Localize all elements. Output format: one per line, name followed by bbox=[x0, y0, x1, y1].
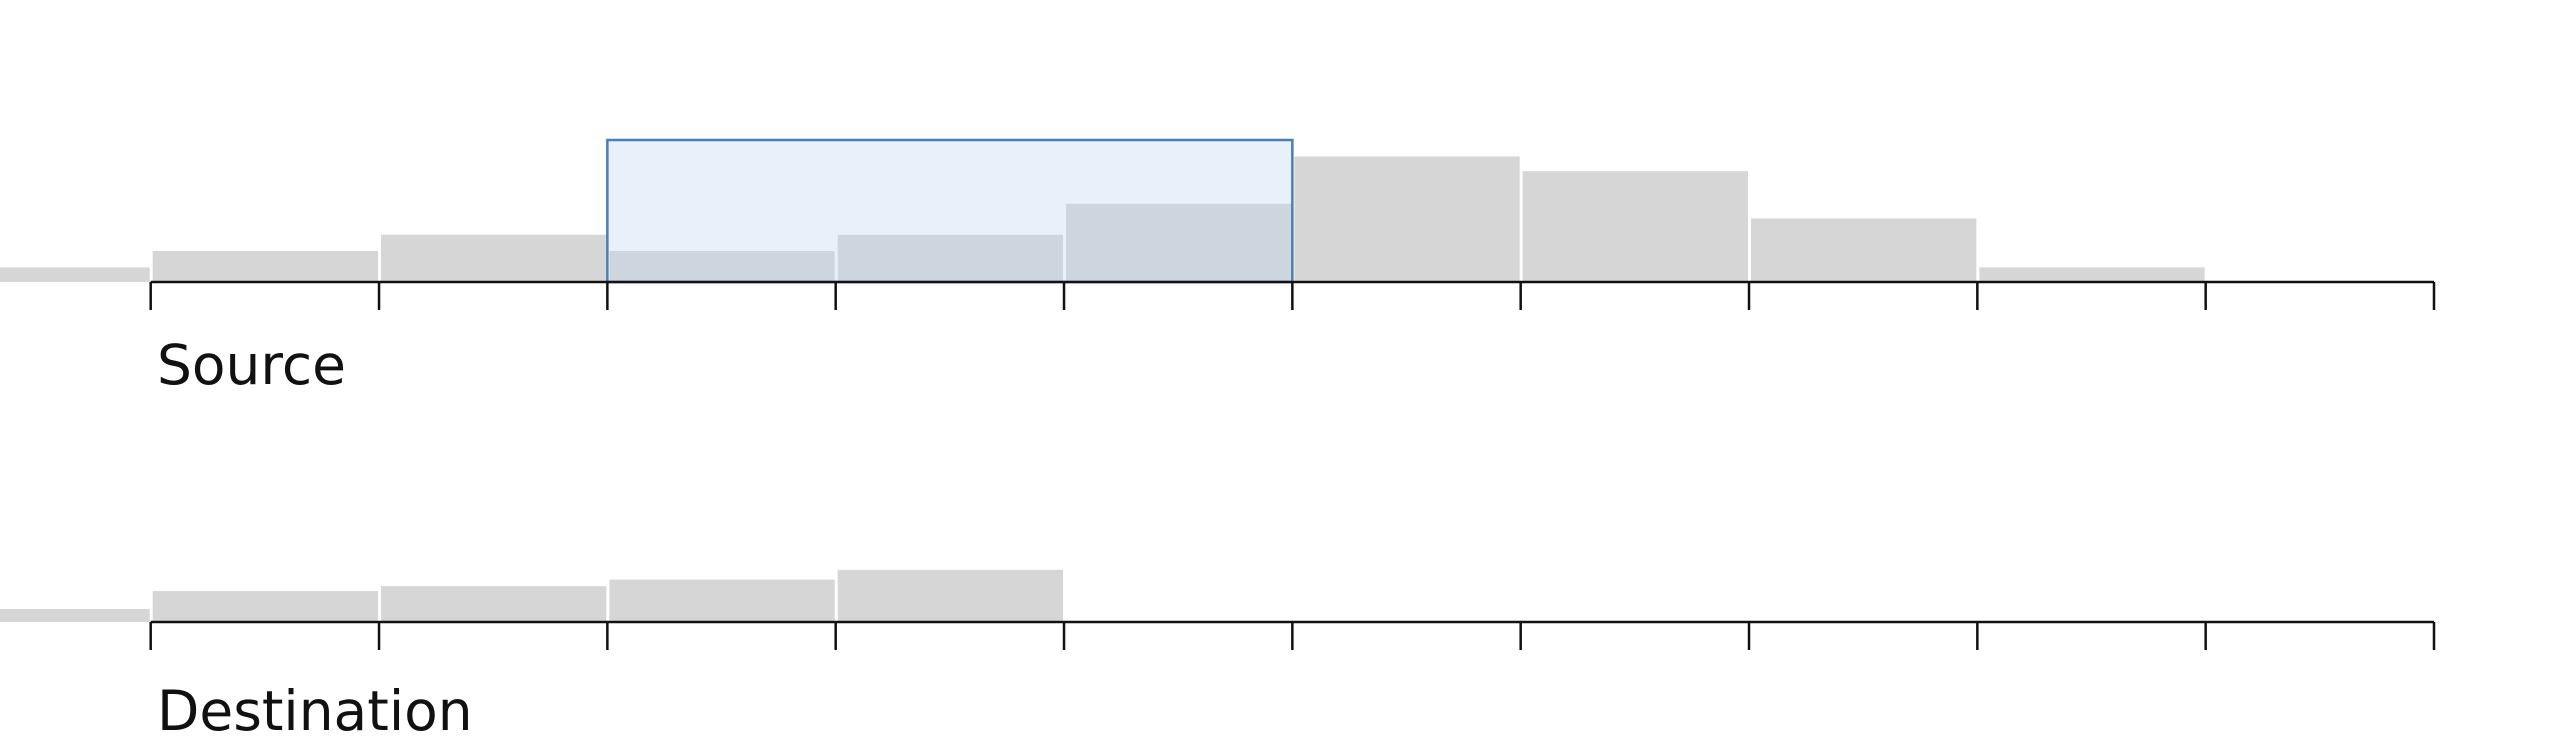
bar bbox=[152, 251, 379, 282]
chart-title: Destination bbox=[157, 679, 473, 742]
chart-title: Source bbox=[157, 333, 346, 397]
bar bbox=[0, 608, 150, 622]
bar bbox=[1066, 203, 1292, 282]
bar bbox=[837, 234, 1064, 282]
bar bbox=[609, 579, 835, 622]
bar bbox=[1294, 156, 1520, 282]
bar bbox=[381, 586, 607, 622]
bar bbox=[152, 591, 379, 622]
bar bbox=[1979, 267, 2205, 282]
bar bbox=[1522, 171, 1749, 282]
brush[interactable] bbox=[606, 138, 1294, 284]
bar bbox=[837, 569, 1064, 622]
bar bbox=[1751, 218, 1977, 282]
bar bbox=[381, 234, 607, 282]
bar bbox=[0, 267, 150, 282]
bar bbox=[609, 251, 835, 282]
